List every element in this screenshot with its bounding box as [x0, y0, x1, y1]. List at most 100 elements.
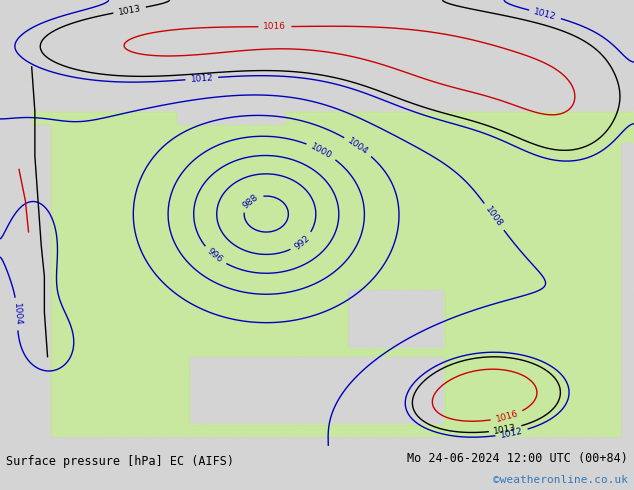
Point	[343, 311, 353, 319]
Point	[616, 145, 626, 152]
Point	[421, 353, 431, 361]
Point	[543, 433, 553, 441]
Point	[148, 433, 158, 441]
Point	[616, 108, 626, 116]
Point	[79, 433, 89, 441]
Point	[46, 160, 56, 168]
Point	[616, 290, 626, 298]
Point	[261, 121, 271, 129]
Point	[616, 165, 626, 172]
Point	[413, 286, 423, 294]
Point	[338, 353, 348, 361]
Point	[629, 136, 634, 144]
Point	[616, 159, 626, 167]
Point	[284, 433, 294, 441]
Point	[117, 433, 127, 441]
Point	[440, 343, 450, 350]
Point	[621, 138, 631, 146]
Point	[515, 433, 525, 441]
Point	[629, 115, 634, 122]
Point	[440, 331, 450, 339]
Point	[249, 121, 259, 129]
Point	[343, 306, 353, 314]
Point	[559, 108, 569, 116]
Point	[306, 433, 316, 441]
Point	[346, 421, 356, 429]
Point	[46, 331, 56, 339]
Point	[46, 203, 56, 211]
Point	[391, 433, 401, 441]
Point	[402, 345, 412, 353]
Point	[46, 191, 56, 198]
Point	[616, 300, 626, 308]
Point	[151, 108, 161, 116]
Point	[46, 340, 56, 348]
Point	[616, 275, 626, 283]
Point	[227, 433, 237, 441]
Point	[297, 108, 307, 116]
Point	[626, 138, 634, 146]
Point	[421, 421, 431, 429]
Point	[616, 397, 626, 405]
Point	[247, 433, 257, 441]
Point	[422, 108, 432, 116]
Point	[386, 286, 396, 294]
Point	[541, 433, 552, 441]
Point	[224, 433, 234, 441]
Point	[616, 345, 626, 353]
Point	[160, 433, 171, 441]
Point	[470, 108, 480, 116]
Point	[507, 433, 517, 441]
Point	[592, 108, 602, 116]
Point	[302, 353, 312, 361]
Point	[46, 272, 56, 280]
Point	[451, 433, 461, 441]
Point	[616, 192, 626, 199]
Point	[386, 345, 396, 353]
Point	[46, 432, 56, 440]
Point	[403, 108, 413, 116]
Point	[46, 196, 56, 204]
Point	[581, 433, 592, 441]
Point	[440, 389, 450, 396]
Point	[240, 433, 250, 441]
Point	[440, 405, 450, 413]
Point	[575, 433, 585, 441]
Point	[397, 108, 407, 116]
Point	[629, 109, 634, 117]
Point	[429, 108, 439, 116]
Point	[46, 124, 56, 132]
Point	[46, 328, 56, 336]
Point	[424, 286, 434, 294]
Point	[46, 300, 56, 308]
Point	[186, 121, 196, 129]
Text: 1013: 1013	[117, 3, 141, 17]
Point	[46, 329, 56, 337]
Point	[362, 286, 372, 294]
Point	[46, 376, 56, 384]
Point	[268, 433, 278, 441]
Point	[360, 108, 370, 116]
Point	[257, 353, 268, 361]
Point	[284, 353, 294, 361]
Point	[516, 433, 526, 441]
Point	[183, 433, 193, 441]
Point	[184, 379, 194, 387]
Point	[343, 294, 353, 301]
Point	[216, 433, 226, 441]
Point	[316, 433, 326, 441]
Point	[46, 187, 56, 195]
Point	[280, 121, 290, 129]
Point	[616, 160, 626, 168]
Point	[438, 353, 448, 361]
Point	[440, 418, 450, 426]
Point	[173, 121, 183, 129]
Point	[600, 108, 611, 116]
Point	[616, 206, 626, 214]
Point	[347, 353, 358, 361]
Point	[616, 309, 626, 317]
Point	[217, 421, 228, 429]
Point	[399, 433, 409, 441]
Point	[469, 433, 479, 441]
Point	[406, 433, 417, 441]
